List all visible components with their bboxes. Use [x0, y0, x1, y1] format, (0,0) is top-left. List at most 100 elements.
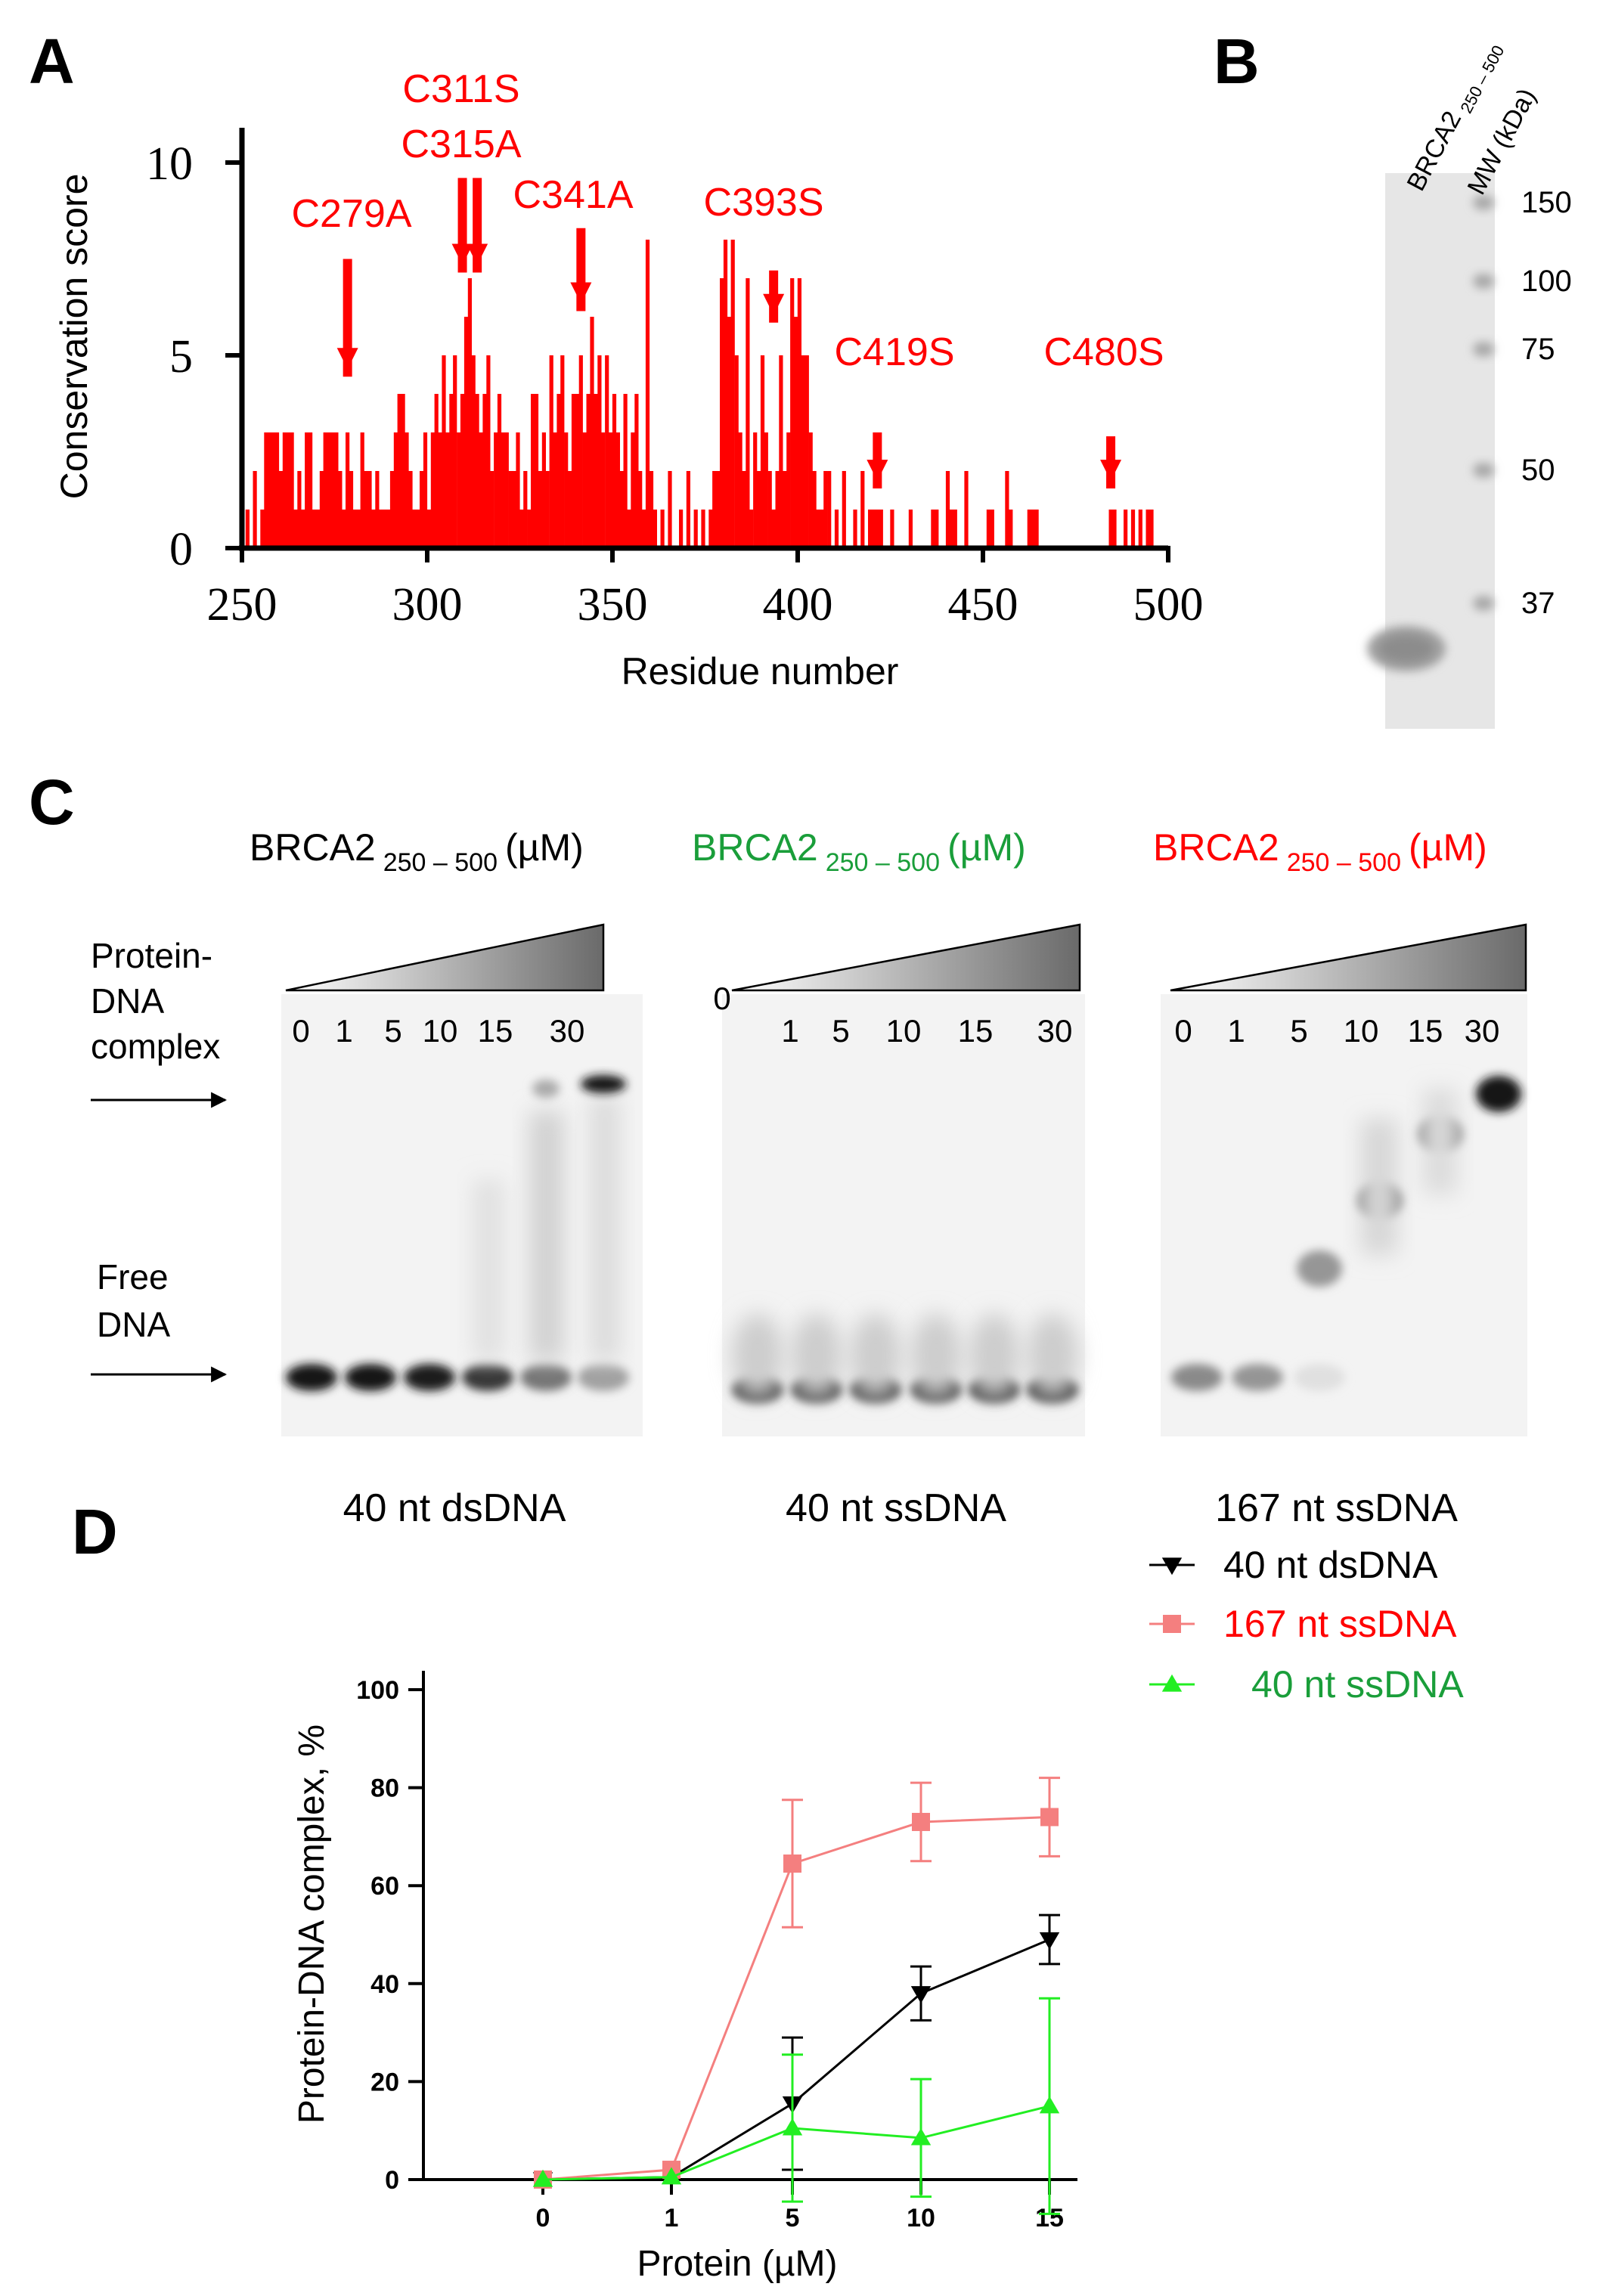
conservation-bar	[723, 240, 728, 548]
conservation-bar	[871, 510, 876, 548]
conservation-bar	[293, 510, 298, 548]
conservation-bar	[686, 471, 690, 548]
data-point	[1040, 1808, 1059, 1827]
band-smear	[1027, 1314, 1078, 1397]
conservation-bar	[1027, 510, 1031, 548]
conservation-bar	[527, 510, 532, 548]
conservation-bar	[545, 471, 550, 548]
conservation-bar	[615, 432, 620, 548]
y-tick-label: 100	[356, 1676, 399, 1705]
conservation-bar	[1031, 510, 1035, 548]
concentration-label: 1	[335, 1013, 352, 1049]
mutation-arrow-head	[467, 243, 488, 265]
mw-ladder	[1473, 195, 1494, 611]
concentration-label: 5	[384, 1013, 401, 1049]
complex-band	[581, 1075, 626, 1093]
conservation-bar	[274, 432, 280, 548]
conservation-bar	[531, 394, 535, 548]
conservation-bar	[541, 432, 546, 548]
conservation-bar	[504, 432, 509, 548]
conservation-bar	[786, 432, 791, 548]
conservation-bar	[949, 510, 953, 548]
conservation-bar	[568, 471, 572, 548]
mw-marker-label: 100	[1521, 265, 1572, 298]
conservation-bar	[1005, 471, 1009, 548]
y-tick-label: 80	[370, 1774, 399, 1803]
conservation-bar	[375, 471, 380, 548]
data-point	[910, 1986, 932, 2003]
concentration-wedge	[1170, 923, 1527, 992]
x-tick-label: 1	[665, 2204, 679, 2232]
concentration-label: 10	[1344, 1013, 1379, 1049]
conservation-bar	[367, 471, 372, 548]
data-point	[661, 2167, 682, 2185]
mutation-label: C393S	[704, 181, 824, 225]
panel-letter-a: A	[29, 26, 75, 97]
conservation-bar	[720, 278, 724, 548]
conservation-bar	[842, 471, 846, 548]
conservation-bar	[701, 510, 705, 548]
conservation-bar	[420, 471, 424, 548]
concentration-label: 0	[713, 981, 730, 1016]
conservation-bar	[430, 432, 435, 548]
conservation-bar	[783, 471, 787, 548]
conservation-bar	[642, 510, 646, 548]
data-point	[782, 2118, 803, 2136]
y-tick-label: 0	[169, 524, 193, 575]
conservation-bar	[1108, 510, 1113, 548]
conservation-bar	[653, 510, 657, 548]
y-tick-label: 0	[385, 2166, 399, 2195]
conservation-bar	[767, 471, 772, 548]
conservation-bar	[457, 432, 461, 548]
free-dna-band	[345, 1364, 396, 1391]
band-smear	[910, 1314, 962, 1397]
y-tick-label: 5	[169, 331, 193, 383]
conservation-bar	[482, 394, 487, 548]
conservation-bar	[416, 510, 420, 548]
lane-smear	[529, 1111, 564, 1361]
conservation-bar	[753, 432, 758, 548]
panel-c-emsa: Protein- DNA complex Free DNA BRCA2 250 –…	[91, 826, 1527, 1530]
concentration-label: 30	[1037, 1013, 1073, 1049]
panel-letter-d: D	[72, 1496, 118, 1567]
conservation-bar	[323, 432, 327, 548]
conservation-bar	[601, 432, 606, 548]
data-point	[783, 1854, 801, 1873]
conservation-bar	[860, 471, 865, 548]
conservation-bar	[338, 471, 343, 548]
conservation-bar	[775, 471, 780, 548]
complex-band	[1297, 1250, 1342, 1287]
conservation-bar	[746, 278, 750, 548]
conservation-bar	[386, 510, 391, 548]
conservation-bar	[278, 471, 283, 548]
legend: 40 nt dsDNA 167 nt ssDNA 40 nt ssDNA	[1149, 1544, 1464, 1706]
x-tick-label: 0	[536, 2204, 550, 2232]
free-dna-band	[578, 1364, 629, 1391]
conservation-bar	[820, 510, 824, 548]
conservation-bar	[908, 510, 913, 548]
conservation-bar	[564, 432, 569, 548]
conservation-bar	[816, 510, 820, 548]
conservation-bar	[757, 471, 761, 548]
conservation-bar	[312, 510, 317, 548]
data-point	[1161, 1557, 1183, 1576]
conservation-bar	[990, 510, 994, 548]
conservation-bar	[449, 394, 454, 548]
conservation-bar	[445, 432, 450, 548]
conservation-bar	[490, 471, 494, 548]
band-smear	[969, 1314, 1020, 1397]
x-tick-label: 400	[763, 579, 833, 631]
x-tick-label: 250	[207, 579, 277, 631]
conservation-bar	[486, 355, 491, 548]
conservation-bar	[575, 394, 580, 548]
conservation-bar	[442, 355, 446, 548]
conservation-bar	[305, 432, 309, 548]
conservation-bar	[638, 471, 643, 548]
conservation-bar	[479, 432, 483, 548]
conservation-bar	[426, 510, 432, 548]
conservation-bar	[679, 510, 684, 548]
concentration-label: 0	[292, 1013, 309, 1049]
